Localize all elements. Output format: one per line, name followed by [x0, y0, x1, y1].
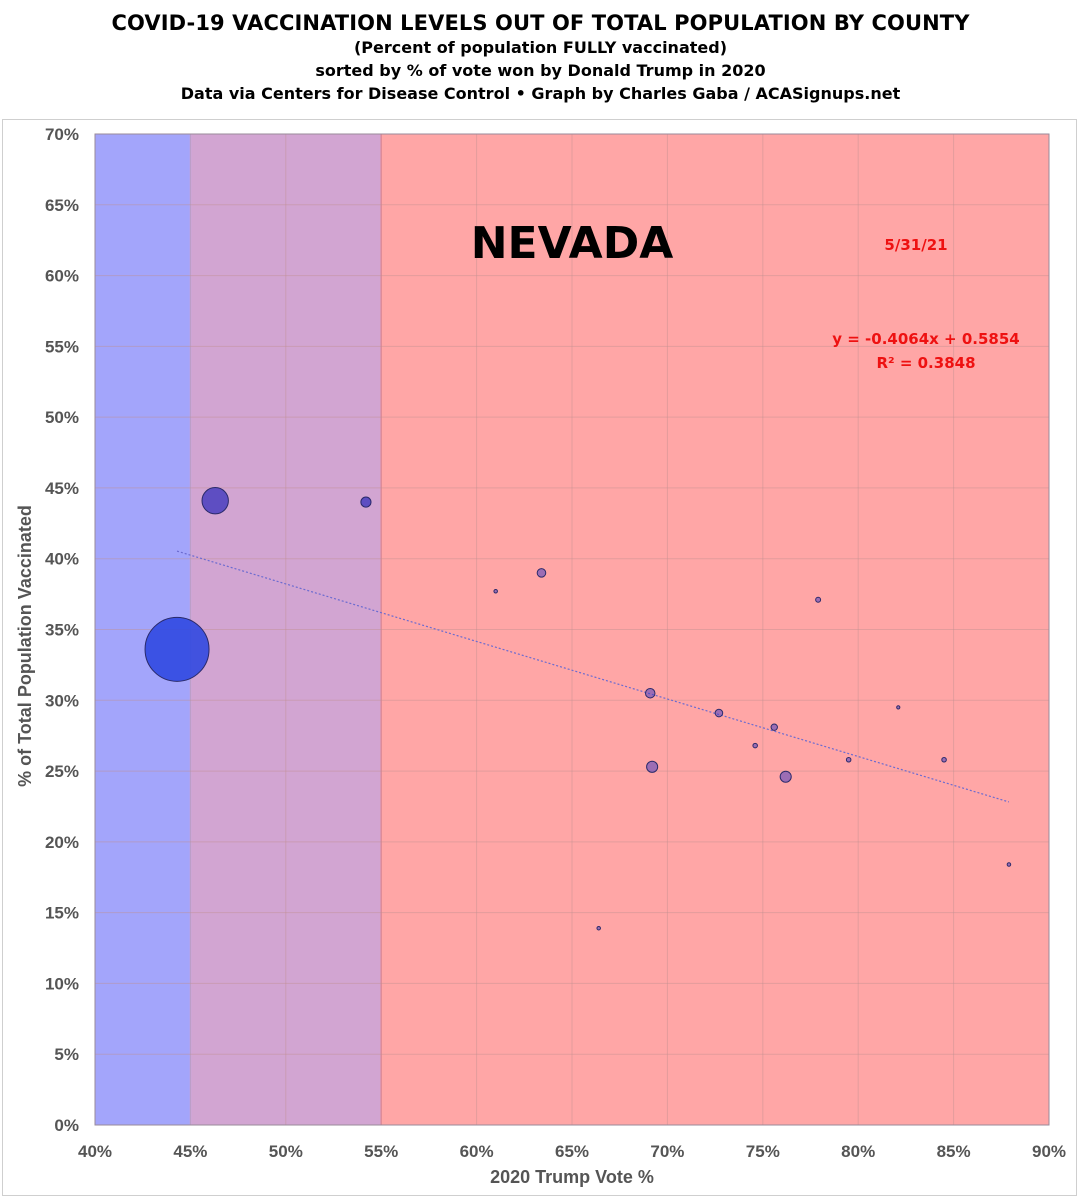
y-tick-label: 55% — [45, 337, 79, 356]
y-tick-labels: 0% 5% 10% 15% 20% 25% 30% 35% 40% 45% 50% 55% 60% 65%… — [45, 125, 79, 1135]
x-tick-label: 60% — [460, 1142, 494, 1161]
data-point — [201, 486, 229, 515]
data-points — [144, 486, 1012, 931]
plot-border — [94, 133, 1050, 1126]
vote-bands — [95, 134, 1049, 1125]
y-tick-label: 70% — [45, 125, 79, 144]
data-point — [941, 756, 947, 763]
data-point — [714, 708, 724, 718]
x-tick-label: 40% — [78, 1142, 112, 1161]
trend-line-group — [176, 550, 1010, 803]
x-tick-label: 80% — [841, 1142, 875, 1161]
data-point — [360, 496, 372, 508]
y-tick-label: 20% — [45, 833, 79, 852]
data-point — [493, 589, 498, 594]
data-point — [536, 568, 547, 578]
data-point — [752, 742, 758, 749]
y-tick-label: 40% — [45, 550, 79, 569]
x-tick-label: 85% — [937, 1142, 971, 1161]
data-point — [144, 616, 210, 682]
x-tick-label: 45% — [173, 1142, 207, 1161]
data-point — [815, 596, 822, 603]
trend-equation: y = -0.4064x + 0.5854 — [832, 330, 1019, 348]
data-point — [779, 770, 792, 783]
date-label: 5/31/21 — [884, 236, 947, 254]
data-point — [1006, 862, 1012, 867]
data-point — [596, 925, 601, 931]
grid-lines — [94, 133, 1050, 1126]
y-tick-label: 25% — [45, 762, 79, 781]
data-point — [896, 705, 901, 710]
x-tick-label: 50% — [269, 1142, 303, 1161]
y-tick-label: 65% — [45, 196, 79, 215]
y-tick-label: 0% — [54, 1116, 79, 1135]
chart-subtitle-3: Data via Centers for Disease Control • G… — [180, 84, 901, 103]
chart-frame — [2, 119, 1077, 1196]
data-point — [770, 723, 778, 731]
y-tick-label: 5% — [54, 1045, 79, 1064]
x-axis-title: 2020 Trump Vote % — [490, 1167, 654, 1187]
y-tick-label: 30% — [45, 691, 79, 710]
data-point — [845, 756, 852, 763]
chart-header: COVID-19 VACCINATION LEVELS OUT OF TOTAL… — [0, 0, 1081, 104]
x-tick-label: 70% — [650, 1142, 684, 1161]
data-point — [646, 760, 659, 773]
y-tick-label: 60% — [45, 267, 79, 286]
x-tick-label: 90% — [1032, 1142, 1066, 1161]
y-tick-label: 50% — [45, 408, 79, 427]
vote-band-1 — [190, 134, 382, 1125]
chart-subtitle-2: sorted by % of vote won by Donald Trump … — [315, 61, 766, 80]
r-squared: R² = 0.3848 — [876, 354, 975, 372]
x-tick-label: 55% — [364, 1142, 398, 1161]
chart-subtitle-1: (Percent of population FULLY vaccinated) — [353, 38, 727, 57]
data-point — [644, 687, 656, 699]
state-label: NEVADA — [471, 218, 674, 269]
x-tick-labels: 40% 45% 50% 55% 60% 65% 70% 75% 80% 85% 90% — [78, 1142, 1066, 1161]
y-tick-label: 15% — [45, 904, 79, 923]
x-tick-label: 75% — [746, 1142, 780, 1161]
vote-band-2 — [381, 134, 1049, 1125]
y-tick-label: 10% — [45, 974, 79, 993]
y-tick-label: 45% — [45, 479, 79, 498]
trend-line — [176, 550, 1010, 803]
y-tick-label: 35% — [45, 621, 79, 640]
x-tick-label: 65% — [555, 1142, 589, 1161]
chart-title: COVID-19 VACCINATION LEVELS OUT OF TOTAL… — [111, 11, 970, 35]
y-axis-title: % of Total Population Vaccinated — [15, 505, 35, 787]
